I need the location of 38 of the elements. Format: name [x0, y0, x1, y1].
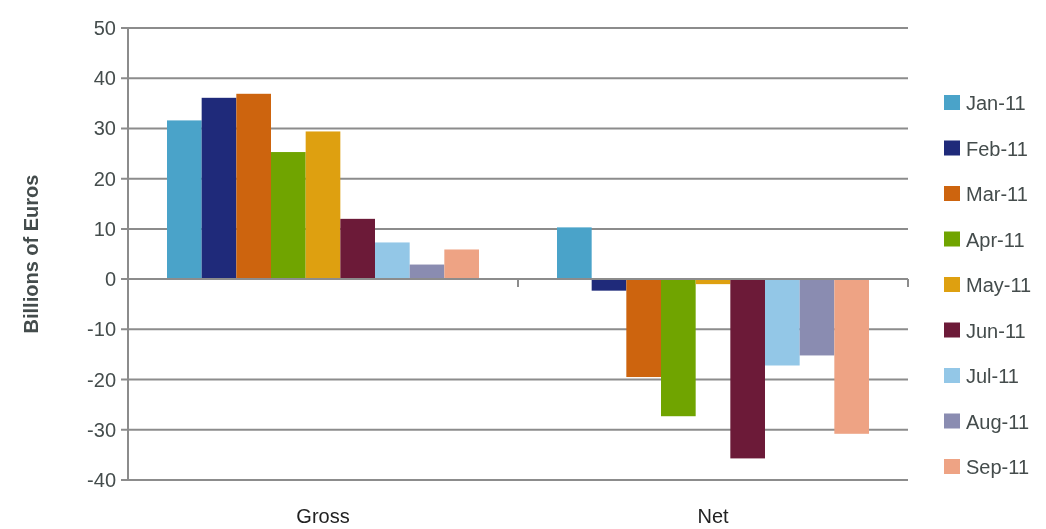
y-tick-label: 40	[93, 67, 116, 90]
bar	[236, 93, 271, 280]
y-tick-label: 0	[104, 268, 116, 291]
bar	[834, 279, 869, 434]
x-tick-label: Gross	[296, 505, 350, 527]
legend-label: Jul-11	[966, 365, 1019, 387]
legend-label: Jan-11	[966, 92, 1026, 114]
legend-label: Feb-11	[966, 137, 1028, 160]
bar	[271, 152, 306, 280]
y-tick-label: 20	[93, 167, 116, 190]
y-tick-label: -40	[87, 469, 116, 491]
bar	[730, 279, 765, 459]
bar	[340, 218, 375, 280]
legend-label: Apr-11	[966, 228, 1025, 251]
y-tick-label: 30	[93, 117, 116, 140]
bar	[557, 227, 592, 280]
legend-label: Aug-11	[966, 410, 1030, 433]
legend-label: Jun-11	[966, 319, 1026, 342]
y-tick-label: -30	[87, 418, 116, 441]
legend-label: May-11	[966, 274, 1032, 296]
bar	[167, 120, 202, 280]
y-tick-label: -10	[87, 318, 116, 341]
y-tick-label: -20	[87, 368, 116, 391]
bar	[799, 279, 835, 356]
bar	[305, 131, 341, 280]
bar	[201, 97, 237, 280]
bar	[591, 279, 627, 291]
bar	[375, 242, 410, 280]
bar	[444, 249, 479, 280]
y-tick-label: 10	[93, 217, 116, 240]
bar	[765, 279, 800, 366]
bar	[661, 279, 696, 417]
legend-label: Sep-11	[966, 456, 1030, 478]
x-tick-label: Net	[697, 505, 729, 527]
y-axis-title: Billions of Euros	[20, 174, 42, 334]
y-tick-label: 50	[93, 17, 116, 39]
bar	[626, 279, 661, 378]
legend-label: Mar-11	[966, 183, 1028, 205]
